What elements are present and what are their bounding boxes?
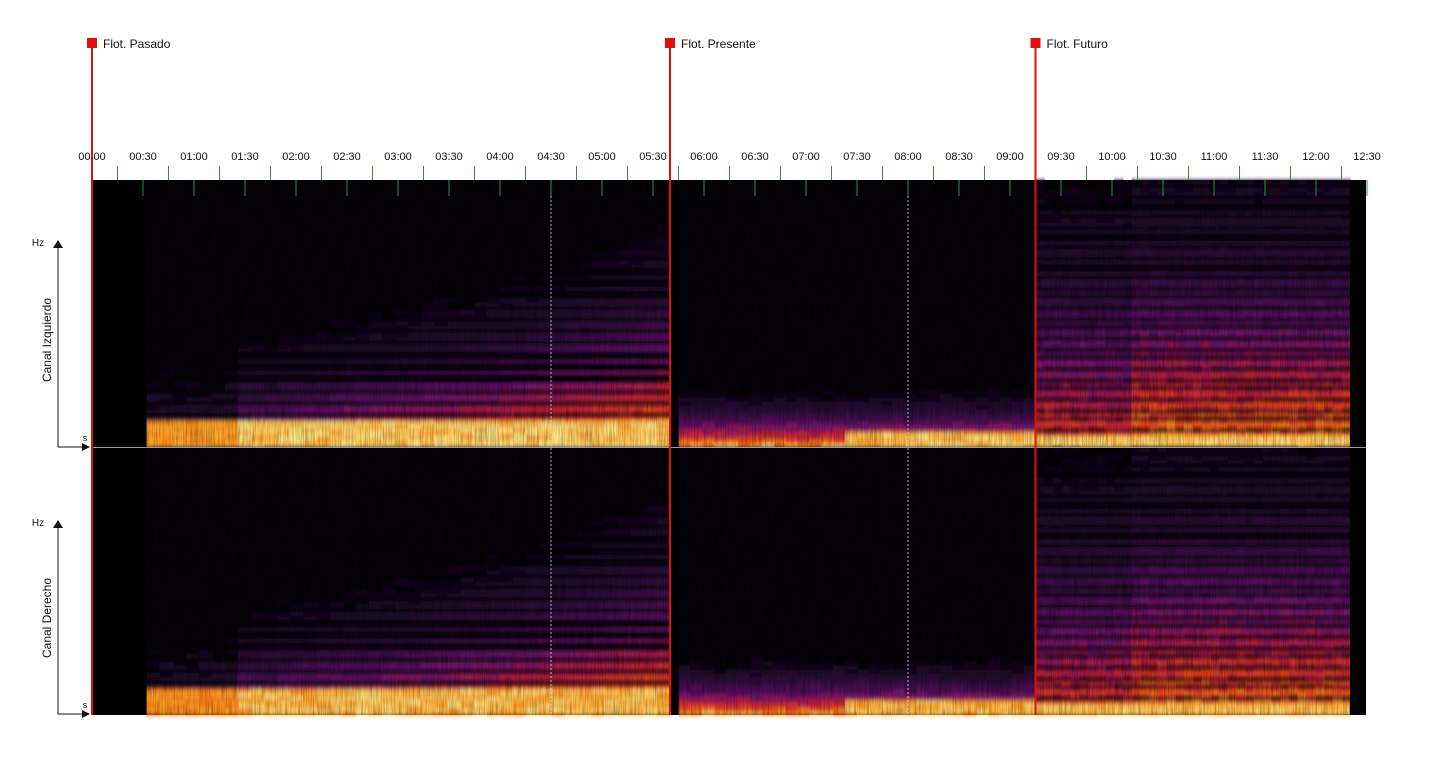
silence-region xyxy=(670,180,679,447)
spectrogram-panel xyxy=(92,448,1366,716)
spectrogram-panel xyxy=(92,180,1366,448)
noise-texture xyxy=(92,180,1366,447)
silence-region xyxy=(1350,180,1366,447)
spectrogram-plot xyxy=(92,180,1366,716)
silence-region xyxy=(92,180,147,447)
